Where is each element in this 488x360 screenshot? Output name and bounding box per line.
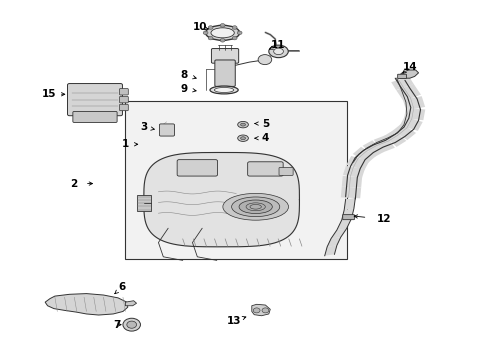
Ellipse shape (205, 25, 239, 40)
FancyBboxPatch shape (214, 60, 235, 86)
FancyBboxPatch shape (342, 215, 354, 220)
FancyBboxPatch shape (73, 111, 117, 122)
Circle shape (220, 39, 224, 42)
Polygon shape (395, 84, 420, 101)
Circle shape (203, 31, 207, 35)
FancyBboxPatch shape (279, 167, 292, 175)
FancyBboxPatch shape (119, 89, 128, 95)
Circle shape (220, 23, 224, 27)
Polygon shape (399, 70, 418, 78)
Polygon shape (362, 140, 383, 157)
FancyBboxPatch shape (136, 195, 151, 211)
Polygon shape (342, 166, 364, 178)
Circle shape (232, 36, 237, 40)
Ellipse shape (273, 48, 283, 55)
Ellipse shape (240, 123, 245, 126)
Text: 9: 9 (180, 84, 187, 94)
Polygon shape (383, 130, 406, 147)
Ellipse shape (237, 135, 248, 141)
Text: 6: 6 (118, 282, 125, 292)
FancyBboxPatch shape (397, 74, 406, 78)
Polygon shape (330, 229, 346, 239)
Polygon shape (344, 198, 355, 210)
FancyBboxPatch shape (119, 104, 128, 111)
Ellipse shape (237, 121, 248, 128)
Polygon shape (390, 76, 413, 90)
Circle shape (258, 55, 271, 64)
Bar (125, 102, 346, 258)
Polygon shape (324, 246, 336, 256)
Polygon shape (340, 187, 361, 198)
Polygon shape (373, 135, 394, 152)
Polygon shape (125, 301, 136, 306)
Polygon shape (346, 156, 368, 170)
Text: 5: 5 (261, 118, 268, 129)
Text: 2: 2 (70, 179, 77, 189)
FancyBboxPatch shape (159, 124, 174, 136)
Polygon shape (143, 153, 299, 247)
Text: 12: 12 (377, 214, 391, 224)
Ellipse shape (268, 45, 287, 58)
Ellipse shape (210, 28, 234, 38)
Ellipse shape (240, 137, 245, 140)
Text: 15: 15 (41, 89, 56, 99)
Polygon shape (352, 147, 375, 163)
Circle shape (262, 308, 268, 313)
Polygon shape (403, 108, 425, 120)
Text: 7: 7 (113, 320, 121, 330)
Ellipse shape (239, 200, 272, 213)
Text: 13: 13 (226, 316, 241, 326)
Ellipse shape (214, 87, 233, 93)
Ellipse shape (231, 197, 279, 217)
Text: 1: 1 (122, 139, 129, 149)
Circle shape (237, 31, 242, 35)
FancyBboxPatch shape (211, 49, 238, 63)
Polygon shape (402, 96, 424, 110)
Polygon shape (399, 117, 422, 131)
Text: 4: 4 (261, 133, 268, 143)
FancyBboxPatch shape (119, 96, 128, 103)
Polygon shape (341, 208, 353, 220)
Circle shape (232, 26, 237, 29)
Polygon shape (326, 237, 340, 247)
Circle shape (253, 308, 260, 313)
Polygon shape (392, 123, 415, 140)
Text: 11: 11 (271, 40, 285, 50)
Circle shape (126, 321, 136, 328)
Text: 10: 10 (192, 22, 206, 32)
Polygon shape (251, 304, 270, 316)
FancyBboxPatch shape (247, 162, 283, 176)
Polygon shape (336, 219, 351, 230)
FancyBboxPatch shape (177, 159, 217, 176)
Polygon shape (45, 294, 127, 315)
Circle shape (208, 36, 213, 40)
Text: 3: 3 (140, 122, 147, 132)
Polygon shape (341, 176, 362, 188)
Text: 14: 14 (402, 63, 416, 72)
Ellipse shape (223, 193, 288, 220)
FancyBboxPatch shape (67, 84, 122, 116)
Ellipse shape (209, 86, 238, 94)
Circle shape (122, 318, 140, 331)
Circle shape (208, 26, 213, 29)
Text: 8: 8 (180, 69, 187, 80)
